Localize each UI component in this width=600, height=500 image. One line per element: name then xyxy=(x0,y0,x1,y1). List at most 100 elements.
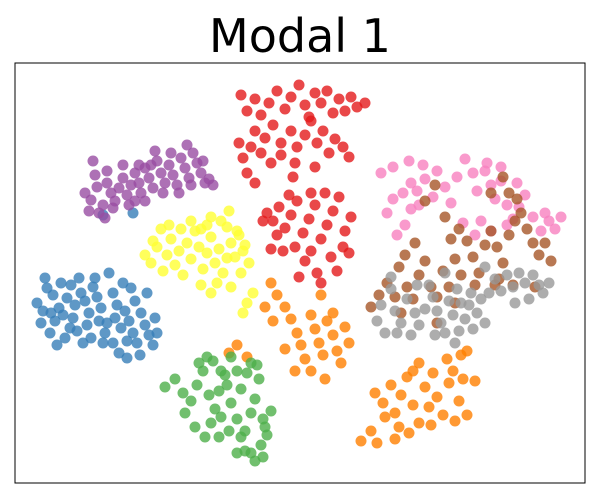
scatter-point xyxy=(427,291,439,303)
scatter-point xyxy=(213,431,225,443)
scatter-point xyxy=(133,177,145,189)
scatter-point xyxy=(407,399,419,411)
scatter-point xyxy=(257,215,269,227)
scatter-point xyxy=(157,265,169,277)
scatter-point xyxy=(423,401,435,413)
scatter-point xyxy=(405,177,417,189)
scatter-point xyxy=(265,405,277,417)
scatter-point xyxy=(225,397,237,409)
scatter-point xyxy=(175,223,187,235)
scatter-point xyxy=(185,253,197,265)
scatter-point xyxy=(187,147,199,159)
scatter-point xyxy=(257,451,269,463)
scatter-point xyxy=(471,307,483,319)
plot-frame xyxy=(14,62,586,484)
scatter-point xyxy=(193,241,205,253)
scatter-point xyxy=(459,313,471,325)
scatter-point xyxy=(413,319,425,331)
scatter-point xyxy=(309,199,321,211)
scatter-point xyxy=(141,287,153,299)
scatter-point xyxy=(475,293,487,305)
scatter-point xyxy=(161,249,173,261)
scatter-point xyxy=(237,307,249,319)
scatter-point xyxy=(431,165,443,177)
scatter-point xyxy=(195,167,207,179)
scatter-point xyxy=(311,137,323,149)
scatter-point xyxy=(45,307,57,319)
scatter-point xyxy=(339,225,351,237)
scatter-point xyxy=(291,141,303,153)
scatter-point xyxy=(409,237,421,249)
scatter-point xyxy=(107,337,119,349)
scatter-point xyxy=(533,249,545,261)
scatter-point xyxy=(515,207,527,219)
scatter-point xyxy=(417,159,429,171)
scatter-point xyxy=(315,233,327,245)
scatter-point xyxy=(279,301,291,313)
scatter-point xyxy=(225,237,237,249)
scatter-point xyxy=(31,297,43,309)
scatter-point xyxy=(455,349,467,361)
scatter-point xyxy=(279,343,291,355)
scatter-point xyxy=(387,161,399,173)
scatter-point xyxy=(239,239,251,251)
scatter-point xyxy=(293,271,305,283)
scatter-point xyxy=(501,199,513,211)
scatter-point xyxy=(459,153,471,165)
scatter-point xyxy=(419,255,431,267)
scatter-point xyxy=(403,155,415,167)
scatter-point xyxy=(511,177,523,189)
scatter-point xyxy=(409,307,421,319)
scatter-point xyxy=(121,335,133,347)
scatter-point xyxy=(401,281,413,293)
scatter-point xyxy=(115,322,127,334)
scatter-point xyxy=(509,215,521,227)
scatter-point xyxy=(237,152,249,164)
chart-title: Modal 1 xyxy=(209,9,391,63)
scatter-point xyxy=(467,323,479,335)
scatter-point xyxy=(395,317,407,329)
scatter-point xyxy=(241,105,253,117)
scatter-point xyxy=(157,187,169,199)
scatter-point xyxy=(339,321,351,333)
scatter-point xyxy=(173,187,185,199)
scatter-point xyxy=(107,202,119,214)
scatter-point xyxy=(439,267,451,279)
scatter-point xyxy=(249,393,261,405)
scatter-point xyxy=(457,373,469,385)
scatter-point xyxy=(265,157,277,169)
scatter-point xyxy=(169,373,181,385)
scatter-point xyxy=(429,179,441,191)
scatter-point xyxy=(249,125,261,137)
scatter-point xyxy=(265,243,277,255)
scatter-point xyxy=(249,177,261,189)
scatter-point xyxy=(231,365,243,377)
scatter-point xyxy=(373,289,385,301)
scatter-point xyxy=(231,339,243,351)
scatter-point xyxy=(189,421,201,433)
scatter-point xyxy=(117,277,129,289)
scatter-point xyxy=(205,287,217,299)
scatter-point xyxy=(271,85,283,97)
scatter-point xyxy=(333,93,345,105)
scatter-point xyxy=(267,215,279,227)
scatter-point xyxy=(277,245,289,257)
scatter-point xyxy=(285,209,297,221)
scatter-point xyxy=(247,287,259,299)
scatter-point xyxy=(47,289,59,301)
scatter-point xyxy=(539,207,551,219)
scatter-point xyxy=(89,272,101,284)
scatter-point xyxy=(119,305,131,317)
scatter-point xyxy=(475,215,487,227)
scatter-point xyxy=(125,282,137,294)
scatter-point xyxy=(327,107,339,119)
scatter-point xyxy=(201,247,213,259)
scatter-point xyxy=(483,287,495,299)
scatter-point xyxy=(479,239,491,251)
scatter-point xyxy=(129,295,141,307)
scatter-point xyxy=(317,125,329,137)
scatter-point xyxy=(293,79,305,91)
scatter-point xyxy=(255,109,267,121)
scatter-point xyxy=(133,159,145,171)
